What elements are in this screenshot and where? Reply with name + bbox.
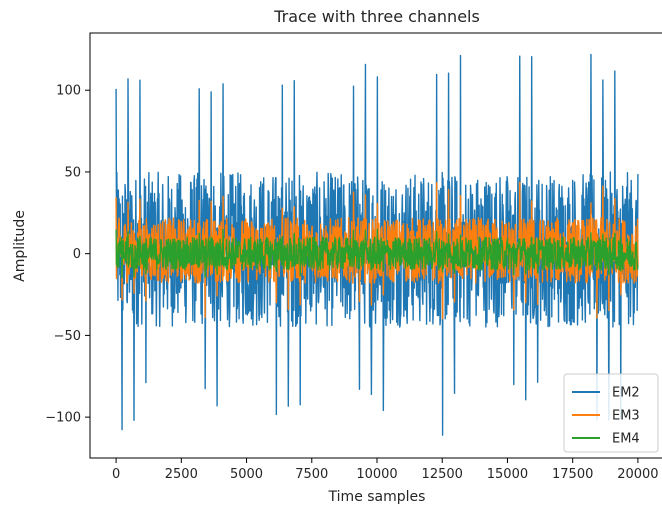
x-tick-label: 15000 [487, 467, 528, 482]
x-tick-label: 2500 [165, 467, 198, 482]
x-axis: 0 2500 5000 7500 10000 12500 15000 17500 20000 [112, 458, 659, 482]
legend-label-em3: EM3 [612, 409, 640, 424]
x-tick-label: 5000 [230, 467, 263, 482]
y-tick-label: −50 [54, 329, 81, 344]
x-tick-label: 17500 [552, 467, 593, 482]
y-tick-label: −100 [45, 411, 81, 426]
y-tick-label: 100 [56, 84, 81, 99]
x-tick-label: 12500 [422, 467, 463, 482]
series-line-em4 [115, 228, 639, 279]
y-tick-label: 50 [64, 165, 81, 180]
y-tick-label: 0 [73, 247, 81, 262]
x-axis-label: Time samples [328, 489, 426, 505]
legend-label-em4: EM4 [612, 432, 640, 447]
legend: EM2 EM3 EM4 [563, 373, 659, 453]
y-axis-label: Amplitude [12, 210, 28, 282]
chart-title: Trace with three channels [273, 7, 480, 26]
legend-box [563, 373, 659, 453]
series-line-em3 [115, 181, 639, 320]
legend-label-em2: EM2 [612, 386, 640, 401]
x-tick-label: 0 [112, 467, 120, 482]
x-tick-label: 20000 [617, 467, 658, 482]
x-tick-label: 7500 [295, 467, 328, 482]
plot-area [115, 53, 639, 436]
y-axis: −100 −50 0 50 100 [45, 84, 90, 426]
x-tick-label: 10000 [356, 467, 397, 482]
